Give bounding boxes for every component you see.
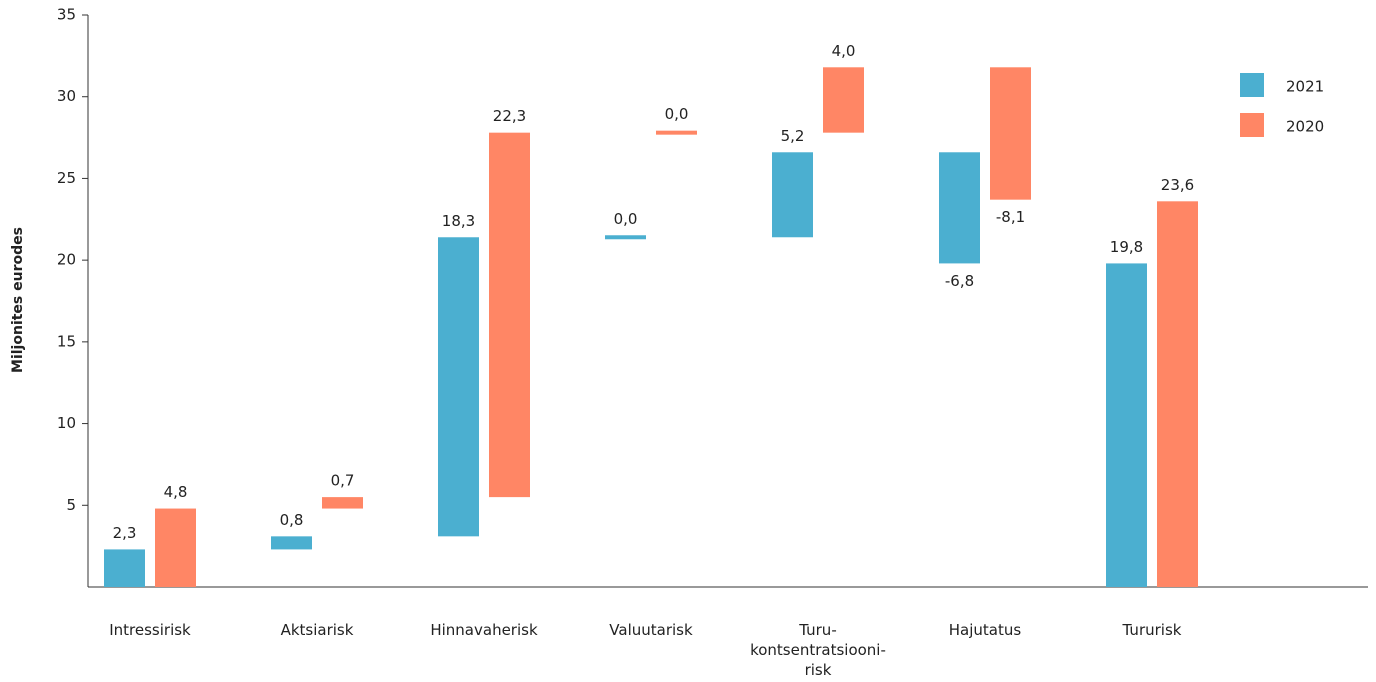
y-tick-label: 5 xyxy=(66,496,76,514)
value-label: 0,0 xyxy=(665,105,689,123)
x-tick-label: Intressirisk xyxy=(109,621,191,639)
value-label: -8,1 xyxy=(996,208,1025,226)
value-label: -6,8 xyxy=(945,272,974,290)
y-tick-label: 20 xyxy=(57,251,76,269)
x-tick-label: Hajutatus xyxy=(948,621,1022,639)
bar xyxy=(489,132,530,498)
bar xyxy=(104,549,145,587)
bar xyxy=(1106,263,1147,587)
bar xyxy=(990,67,1031,200)
legend-label: 2020 xyxy=(1286,118,1324,136)
value-label: 0,7 xyxy=(331,472,355,490)
value-label: 23,6 xyxy=(1161,176,1194,194)
legend-swatch xyxy=(1240,113,1264,137)
legend-label: 2021 xyxy=(1286,78,1324,96)
y-tick-label: 25 xyxy=(57,169,76,187)
value-label: 19,8 xyxy=(1110,238,1143,256)
bar xyxy=(322,497,363,509)
bar xyxy=(823,67,864,133)
bar xyxy=(438,237,479,537)
value-label: 5,2 xyxy=(781,127,805,145)
legend-swatch xyxy=(1240,73,1264,97)
value-label: 0,0 xyxy=(614,210,638,228)
x-tick-label: Aktsiarisk xyxy=(280,621,354,639)
y-tick-label: 35 xyxy=(57,6,76,24)
bar xyxy=(271,536,312,550)
x-tick-label: Hinnavaherisk xyxy=(430,621,538,639)
value-label: 4,0 xyxy=(832,42,856,60)
y-tick-label: 30 xyxy=(57,87,76,105)
bar xyxy=(772,152,813,238)
bar xyxy=(605,235,646,240)
value-label: 18,3 xyxy=(442,212,475,230)
x-tick-label: Turu-kontsentratsiooni-risk xyxy=(750,621,886,679)
value-label: 4,8 xyxy=(164,483,188,501)
bar xyxy=(939,152,980,264)
value-label: 0,8 xyxy=(280,511,304,529)
x-tick-label: Tururisk xyxy=(1122,621,1182,639)
bar xyxy=(1157,201,1198,587)
bar xyxy=(155,508,196,587)
y-tick-label: 10 xyxy=(57,414,76,432)
y-axis-title: Miljonites eurodes xyxy=(10,227,26,373)
x-tick-label: Valuutarisk xyxy=(609,621,693,639)
bar xyxy=(656,130,697,135)
value-label: 22,3 xyxy=(493,107,526,125)
y-tick-label: 15 xyxy=(57,332,76,350)
value-label: 2,3 xyxy=(113,524,137,542)
